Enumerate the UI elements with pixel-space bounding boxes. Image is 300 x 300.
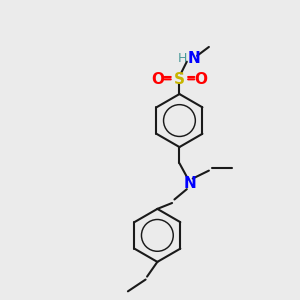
Text: O: O: [194, 72, 207, 87]
Text: O: O: [152, 72, 165, 87]
Text: N: N: [183, 176, 196, 191]
Text: N: N: [188, 51, 200, 66]
Text: S: S: [174, 72, 185, 87]
Text: H: H: [177, 52, 187, 65]
